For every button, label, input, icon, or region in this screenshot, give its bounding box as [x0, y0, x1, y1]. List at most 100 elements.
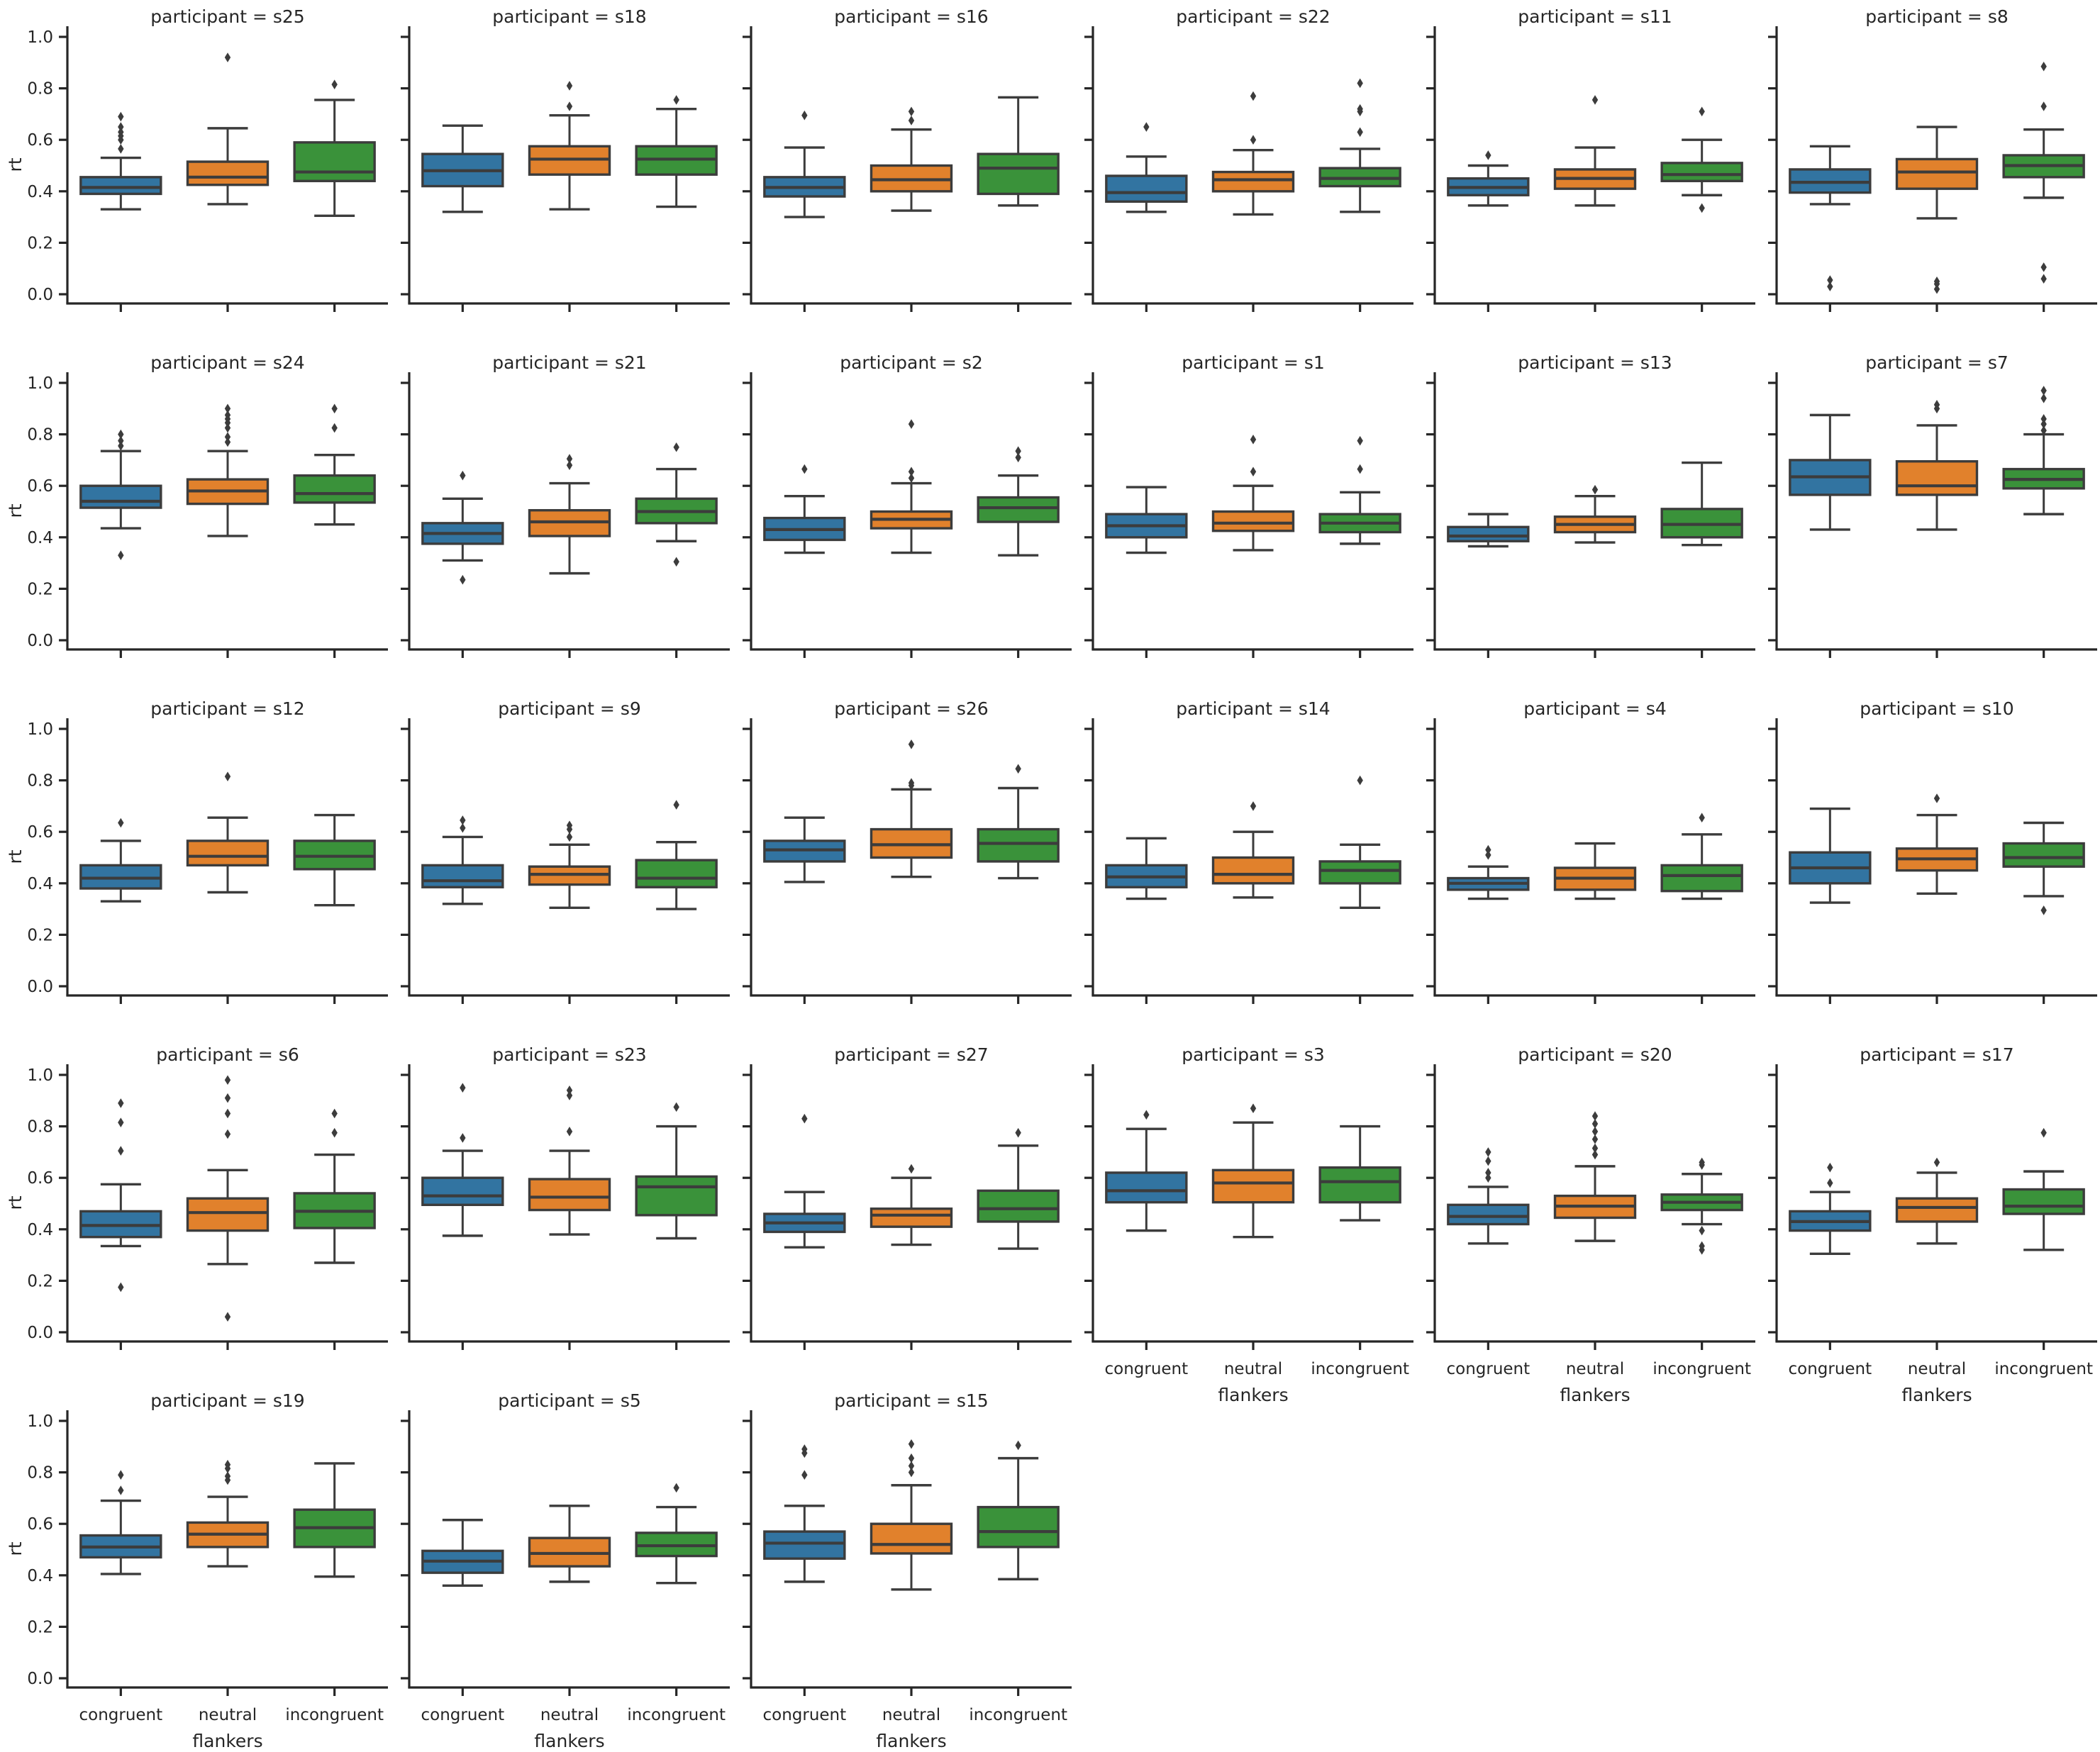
- facet-s27: participant = s27: [743, 1044, 1072, 1350]
- facet-title: participant = s3: [1182, 1044, 1325, 1065]
- outlier-flier: [566, 1127, 573, 1137]
- outlier-flier: [224, 1075, 231, 1086]
- box-group-neutral: [1895, 1157, 1979, 1245]
- y-tick-label: 0.4: [27, 1221, 53, 1239]
- outlier-flier: [1015, 452, 1021, 463]
- outlier-flier: [673, 557, 679, 567]
- box-group-incongruent: [977, 1127, 1060, 1250]
- facet-s6: participant = s6 0.0 0.2 0.4 0.6 0.8 1.0 rt: [5, 1044, 388, 1350]
- outlier-flier: [673, 95, 679, 105]
- outlier-flier: [2040, 419, 2047, 429]
- outlier-flier: [2040, 905, 2047, 915]
- outlier-flier: [118, 127, 124, 138]
- facet-title: participant = s8: [1865, 6, 2009, 27]
- facet-s4: participant = s4: [1426, 698, 1755, 1004]
- facet-s5: participant = s5 congruent neutral incongru…: [401, 1390, 730, 1751]
- box-group-neutral: [186, 403, 270, 537]
- box-group-neutral: [186, 1075, 270, 1322]
- outlier-flier: [224, 403, 231, 414]
- box-group-incongruent: [635, 1102, 718, 1240]
- x-axis-label: flankers: [876, 1731, 946, 1748]
- x-axis-label: flankers: [192, 1731, 262, 1748]
- facet-title: participant = s22: [1176, 6, 1330, 27]
- outlier-flier: [224, 1471, 231, 1481]
- outlier-flier: [224, 1459, 231, 1470]
- facet-title: participant = s9: [498, 698, 641, 719]
- x-tick-label: congruent: [1446, 1360, 1530, 1378]
- outlier-flier: [566, 1090, 573, 1100]
- box-group-incongruent: [635, 800, 718, 910]
- outlier-flier: [460, 574, 466, 585]
- box-incongruent: [293, 141, 376, 182]
- y-tick-label: 0.6: [27, 823, 53, 842]
- x-tick-label: congruent: [421, 1706, 504, 1724]
- outlier-flier: [1591, 1143, 1599, 1154]
- x-tick-label: incongruent: [627, 1706, 726, 1724]
- y-tick-label: 0.0: [27, 978, 53, 996]
- box-group-incongruent: [977, 1440, 1060, 1580]
- facet-s16: participant = s16: [743, 6, 1072, 312]
- outlier-flier: [1699, 203, 1705, 213]
- box-group-congruent: [1447, 150, 1530, 207]
- box-group-congruent: [763, 1113, 846, 1249]
- facet-s14: participant = s14: [1084, 698, 1413, 1004]
- y-tick-label: 0.8: [27, 772, 53, 791]
- box-group-incongruent: [635, 1483, 718, 1585]
- box-congruent: [79, 484, 162, 509]
- box-congruent: [421, 1176, 504, 1207]
- outlier-flier: [224, 1093, 231, 1103]
- box-group-congruent: [421, 1519, 504, 1588]
- outlier-flier: [566, 1085, 573, 1095]
- facet-title: participant = s5: [498, 1390, 641, 1411]
- outlier-flier: [1485, 1168, 1491, 1178]
- box-group-congruent: [1789, 413, 1872, 531]
- facet-title: participant = s15: [834, 1390, 988, 1411]
- outlier-flier: [331, 403, 338, 414]
- outlier-flier: [118, 435, 124, 446]
- box-neutral: [186, 1197, 270, 1232]
- box-group-incongruent: [293, 1462, 376, 1578]
- outlier-flier: [1015, 1127, 1021, 1138]
- outlier-flier: [908, 739, 915, 749]
- x-tick-label: incongruent: [1311, 1360, 1409, 1378]
- facet-title: participant = s12: [150, 698, 304, 719]
- box-group-neutral: [1553, 1111, 1637, 1242]
- outlier-flier: [801, 1470, 808, 1480]
- outlier-flier: [1015, 1440, 1021, 1451]
- box-neutral: [1211, 1168, 1295, 1204]
- y-tick-label: 0.6: [27, 1515, 53, 1534]
- box-neutral: [1211, 170, 1295, 193]
- box-congruent: [763, 1530, 846, 1560]
- facet-title: participant = s6: [156, 1044, 299, 1065]
- outlier-flier: [2040, 101, 2047, 111]
- y-tick-label: 0.4: [27, 875, 53, 893]
- y-tick-label: 0.0: [27, 1324, 53, 1342]
- box-group-neutral: [870, 739, 953, 878]
- box-group-neutral: [186, 771, 270, 894]
- facet-title: participant = s23: [492, 1044, 646, 1065]
- outlier-flier: [908, 106, 915, 117]
- box-group-congruent: [79, 111, 162, 211]
- facet-s13: participant = s13: [1426, 352, 1755, 658]
- y-tick-label: 0.8: [27, 1118, 53, 1137]
- outlier-flier: [1699, 106, 1705, 117]
- outlier-flier: [801, 1444, 808, 1454]
- outlier-flier: [2040, 386, 2047, 396]
- outlier-flier: [1933, 1157, 1940, 1168]
- facet-s18: participant = s18: [401, 6, 730, 312]
- outlier-flier: [1250, 467, 1257, 477]
- facet-s1: participant = s1: [1084, 352, 1413, 658]
- box-group-congruent: [1789, 807, 1872, 904]
- x-tick-label: incongruent: [969, 1706, 1067, 1724]
- outlier-flier: [1591, 1149, 1599, 1160]
- outlier-flier: [1250, 435, 1257, 445]
- outlier-flier: [1485, 150, 1491, 160]
- x-tick-label: incongruent: [285, 1706, 384, 1724]
- box-group-neutral: [528, 1505, 611, 1583]
- box-congruent: [79, 176, 162, 196]
- outlier-flier: [566, 101, 573, 111]
- y-tick-label: 0.0: [27, 632, 53, 650]
- outlier-flier: [801, 464, 808, 474]
